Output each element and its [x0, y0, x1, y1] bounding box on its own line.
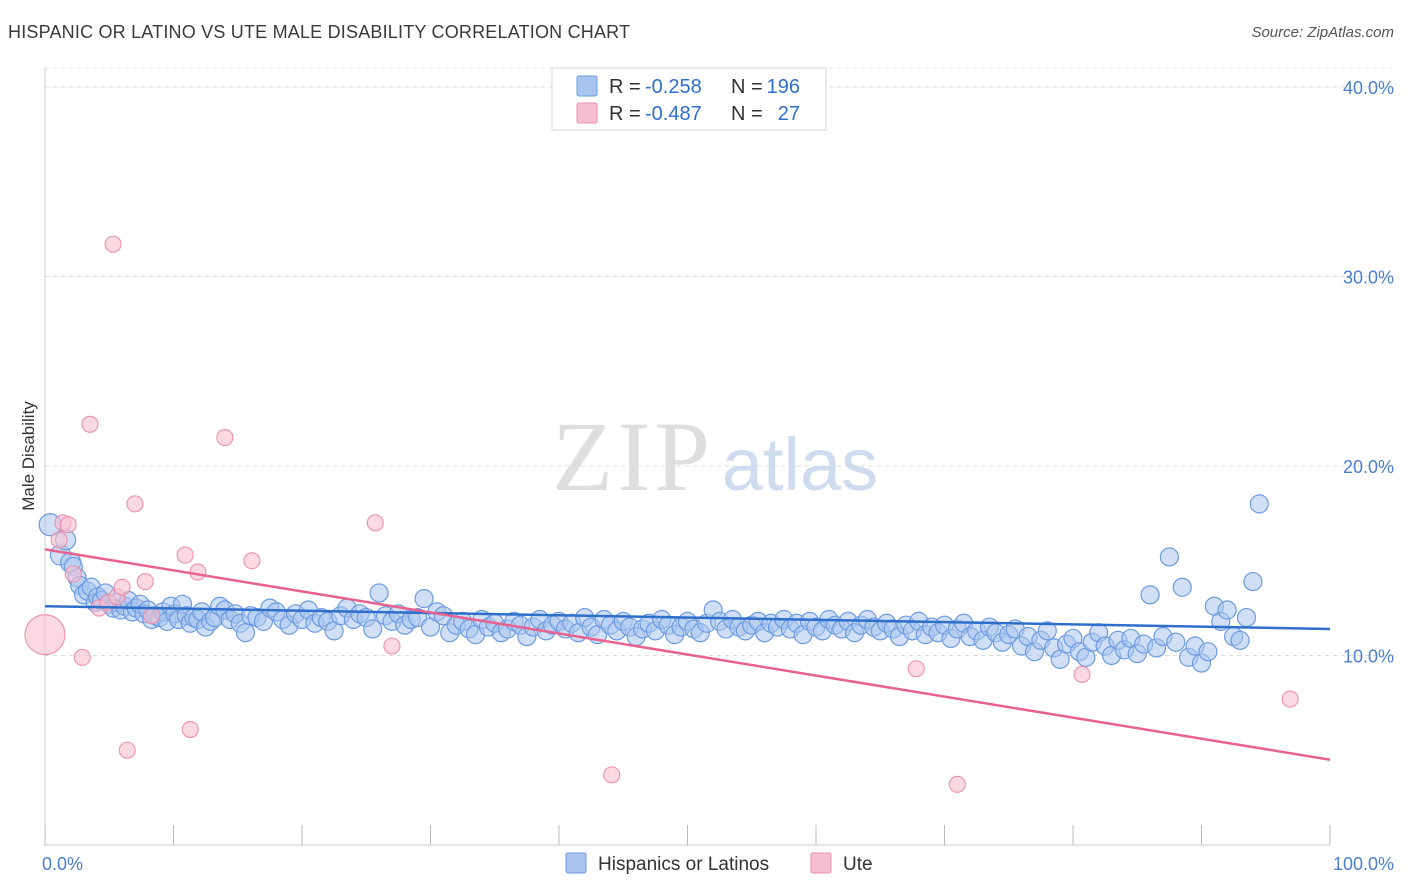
ute-point [113, 578, 131, 596]
ute-point [24, 614, 66, 656]
bottom-legend-swatch-pink[interactable] [810, 852, 832, 874]
hispanic-point [369, 583, 389, 603]
y-tick-label-30: 30.0% [1343, 267, 1394, 287]
legend-r-label-pink: R = [609, 103, 641, 125]
legend-n-value-blue: 196 [767, 76, 800, 98]
hispanic-point [1249, 494, 1269, 514]
ute-point [189, 563, 207, 581]
ute-point [59, 516, 77, 534]
ute-point [216, 428, 234, 447]
ute-point [73, 648, 91, 666]
ute-point [366, 514, 384, 532]
x-ticks [44, 825, 1331, 845]
hispanic-point [1217, 600, 1237, 620]
y-tick-labels: 10.0% 20.0% 30.0% 40.0% [1343, 78, 1394, 667]
ute-point [143, 607, 161, 625]
hispanic-point [1159, 547, 1179, 567]
ute-point [81, 415, 99, 433]
legend-box [551, 67, 827, 131]
hispanic-point [363, 619, 383, 639]
watermark-zip: ZIP [552, 401, 714, 512]
ute-point [1281, 690, 1299, 708]
chart-title: HISPANIC OR LATINO VS UTE MALE DISABILIT… [8, 22, 631, 42]
ute-point [50, 531, 68, 549]
legend-r-value-blue: -0.258 [645, 76, 702, 98]
y-tick-label-10: 10.0% [1343, 646, 1394, 666]
series-ute-points [24, 235, 1299, 793]
ute-point [243, 552, 261, 570]
series-legend: Hispanics or Latinos Ute [565, 852, 873, 875]
hispanic-point [1166, 632, 1186, 652]
series-hispanics-points [38, 494, 1269, 673]
hispanic-point [1230, 630, 1250, 650]
ute-trend-line [44, 548, 1331, 761]
legend-r-label-blue: R = [609, 76, 641, 98]
bottom-legend-label-blue[interactable]: Hispanics or Latinos [598, 854, 769, 875]
hispanic-point [1198, 642, 1218, 662]
x-tick-label-min: 0.0% [42, 854, 83, 874]
watermark-atlas: atlas [722, 423, 878, 506]
ute-point [181, 720, 199, 738]
legend-swatch-blue [576, 75, 598, 97]
hispanic-point [1140, 585, 1160, 605]
y-tick-label-20: 20.0% [1343, 457, 1394, 477]
hispanic-point [414, 589, 434, 609]
ute-point [64, 565, 82, 583]
ute-point [603, 766, 621, 784]
y-tick-label-40: 40.0% [1343, 78, 1394, 98]
legend-n-value-pink: 27 [778, 103, 800, 125]
ute-point [118, 741, 136, 759]
ute-point [104, 235, 122, 253]
ute-point [383, 637, 401, 655]
bottom-legend-swatch-blue[interactable] [565, 852, 587, 874]
legend-swatch-pink [576, 102, 598, 124]
hispanic-point [235, 623, 256, 643]
hispanic-point [1037, 621, 1057, 641]
hispanic-point [1236, 607, 1257, 628]
hispanic-trend-line [44, 604, 1331, 631]
legend-n-label-blue: N = [731, 76, 763, 98]
source-label: Source: ZipAtlas.com [1251, 24, 1394, 41]
ute-point [948, 775, 966, 793]
ute-point [126, 495, 144, 513]
correlation-legend: R = -0.258 N = 196 R = -0.487 N = 27 [551, 67, 827, 131]
ute-point [136, 573, 154, 591]
bottom-legend-label-pink[interactable]: Ute [843, 854, 873, 875]
hispanic-point [1172, 577, 1192, 597]
legend-r-value-pink: -0.487 [645, 103, 702, 125]
ute-point [907, 660, 925, 678]
legend-n-label-pink: N = [731, 103, 763, 125]
trend-lines [44, 548, 1331, 761]
y-axis-label: Male Disability [19, 401, 38, 511]
ute-point [1073, 665, 1091, 683]
x-tick-label-max: 100.0% [1333, 854, 1394, 874]
hispanic-point [1243, 571, 1263, 592]
ute-point [176, 546, 194, 564]
watermark: ZIP atlas [552, 401, 878, 512]
